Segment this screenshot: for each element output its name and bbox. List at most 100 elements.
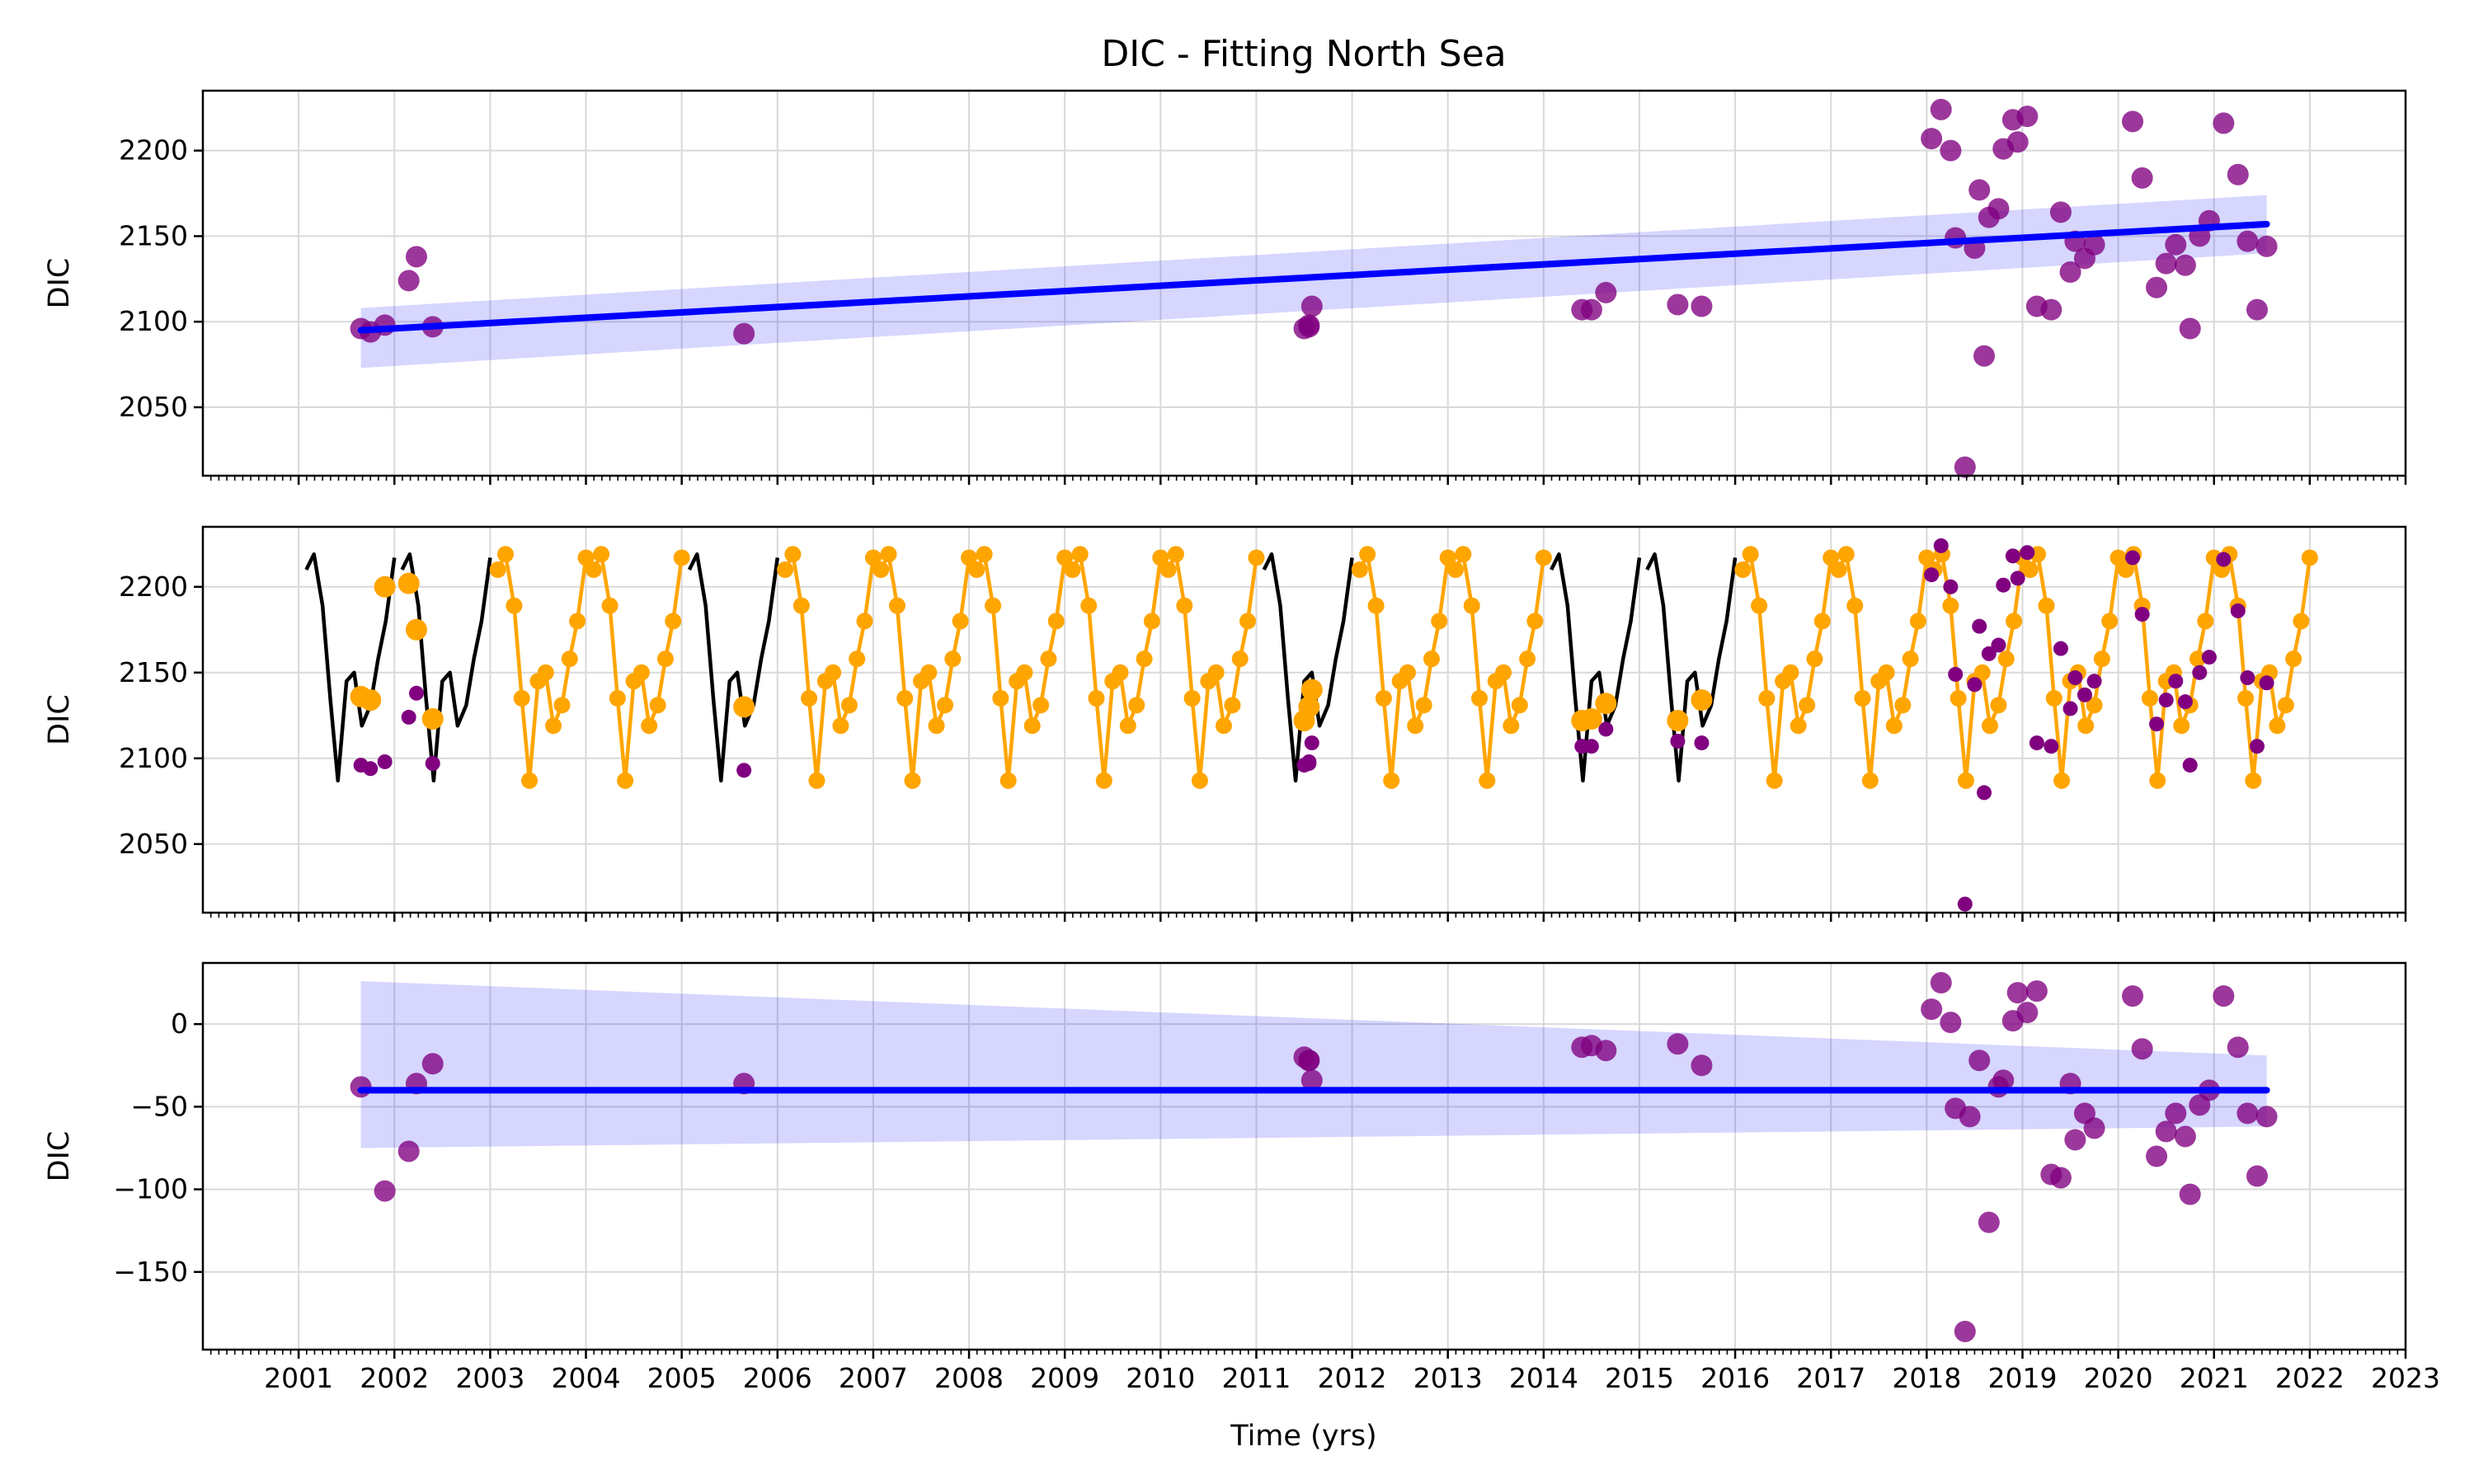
x-tick-label: 2012 — [1318, 1362, 1387, 1394]
model-point-orange — [1152, 549, 1169, 566]
observation-point — [2240, 670, 2255, 686]
model-line-black — [687, 552, 780, 783]
model-point-orange — [2269, 717, 2286, 735]
observation-point — [1598, 721, 1614, 737]
model-point-orange — [1455, 546, 1472, 563]
observation-point — [2059, 261, 2081, 284]
observation-point — [2149, 716, 2165, 732]
observation-point — [1943, 579, 1959, 594]
observation-point — [1921, 998, 1943, 1021]
observation-point — [2192, 665, 2208, 680]
model-point-orange — [1143, 613, 1160, 630]
observation-point — [1300, 1069, 1323, 1092]
model-point-orange — [832, 717, 849, 735]
model-point-orange — [2109, 549, 2127, 566]
observation-point — [2165, 1102, 2187, 1125]
y-tick-label: −50 — [130, 1090, 188, 1122]
x-tick-label: 2004 — [552, 1362, 621, 1394]
model-point-orange — [2277, 697, 2294, 714]
model-point-orange — [2173, 717, 2190, 735]
model-point-orange — [1990, 697, 2007, 714]
observation-point — [2213, 985, 2235, 1007]
model-point-orange — [999, 772, 1017, 789]
model-point-orange — [1837, 546, 1855, 563]
observation-point — [2083, 1117, 2105, 1139]
observation-point — [2010, 571, 2025, 586]
model-line-black — [1645, 552, 1738, 783]
model-point-orange — [1942, 597, 1959, 614]
observation-point — [2053, 641, 2068, 656]
model-point-orange — [1215, 717, 1232, 735]
observation-point — [1978, 1211, 2000, 1233]
observation-point — [2006, 982, 2029, 1004]
observation-point — [2179, 317, 2201, 340]
observation-point — [2029, 735, 2044, 751]
x-tick-label: 2010 — [1126, 1362, 1195, 1394]
observation-point — [1954, 1320, 1976, 1342]
observation-point — [2044, 739, 2059, 754]
observation-point — [408, 685, 424, 701]
model-line-black — [400, 552, 492, 783]
model-point-orange — [1248, 549, 1265, 566]
model-point-orange — [1766, 772, 1783, 789]
observation-point — [363, 761, 379, 777]
x-tick-label: 2008 — [934, 1362, 1004, 1394]
model-point-orange — [601, 597, 618, 614]
trend-line — [357, 220, 2270, 334]
model-point-orange — [1224, 697, 1241, 714]
observation-point — [1921, 128, 1943, 150]
observation-point — [2146, 1145, 2168, 1167]
model-point-orange — [506, 597, 523, 614]
observation-point — [2179, 1183, 2201, 1205]
model-point-orange — [2189, 650, 2206, 668]
observation-point — [2236, 1102, 2259, 1125]
observation-point — [2213, 112, 2235, 134]
model-point-orange — [793, 597, 810, 614]
model-point-orange — [569, 613, 586, 630]
model-point-orange-large — [733, 696, 755, 718]
observation-point — [1595, 1040, 1617, 1062]
model-line-black — [1550, 552, 1642, 783]
observation-point — [1691, 1054, 1713, 1077]
observation-point — [2020, 545, 2035, 561]
model-point-orange — [1119, 717, 1136, 735]
x-tick-label: 2001 — [264, 1362, 333, 1394]
model-line-black — [1262, 552, 1354, 783]
model-point-orange — [1878, 664, 1895, 681]
observation-point — [733, 322, 755, 345]
observation-point — [2155, 1120, 2177, 1143]
model-point-orange — [1375, 690, 1392, 707]
observation-point — [2246, 1165, 2268, 1187]
model-point-orange — [1918, 549, 1935, 566]
model-point-orange — [1495, 664, 1512, 681]
observation-point — [2077, 687, 2092, 702]
model-point-orange — [513, 690, 530, 707]
observation-point — [1948, 666, 1964, 682]
model-point-orange — [1176, 597, 1193, 614]
observation-point — [2177, 694, 2193, 710]
model-point-orange — [2053, 772, 2071, 789]
model-point-orange — [593, 546, 610, 563]
observation-point — [2201, 650, 2217, 665]
model-point-orange — [585, 561, 602, 578]
model-point-orange — [968, 561, 985, 578]
y-axis-label: DIC — [43, 694, 76, 745]
model-point-orange — [2093, 650, 2110, 668]
model-point-orange — [808, 772, 825, 789]
observation-point — [1694, 735, 1710, 751]
observation-point — [377, 754, 393, 769]
model-point-orange — [952, 613, 969, 630]
model-point-orange — [1128, 697, 1145, 714]
model-point-orange — [1446, 561, 1464, 578]
model-point-orange — [1909, 613, 1926, 630]
x-tick-label: 2014 — [1509, 1362, 1578, 1394]
observation-point — [1304, 735, 1319, 751]
model-point-orange — [801, 690, 818, 707]
model-point-orange — [896, 690, 914, 707]
observation-point — [2049, 1167, 2072, 1189]
x-tick-label: 2013 — [1413, 1362, 1483, 1394]
chart-title: DIC - Fitting North Sea — [1101, 33, 1506, 75]
model-point-orange — [904, 772, 921, 789]
model-point-orange — [1351, 561, 1368, 578]
observation-point — [1977, 785, 1992, 801]
